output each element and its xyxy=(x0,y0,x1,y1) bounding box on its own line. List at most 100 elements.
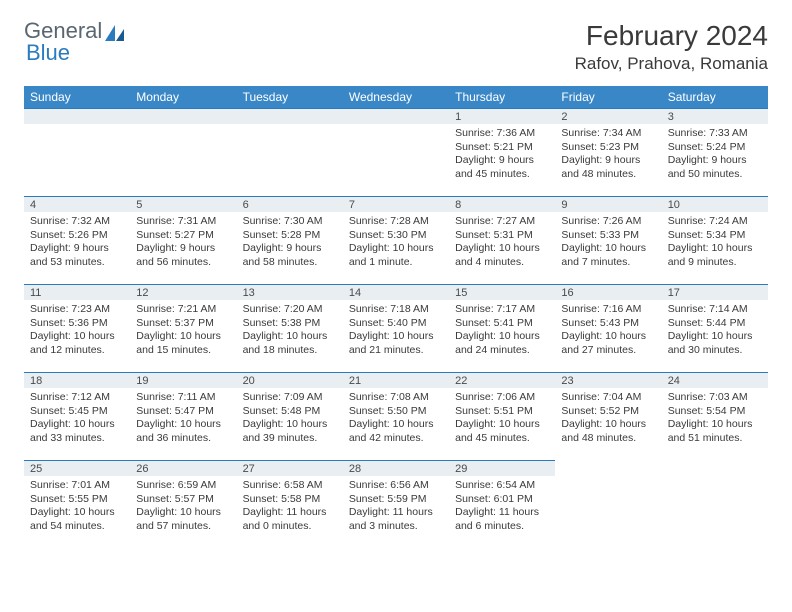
day-line-d2: and 9 minutes. xyxy=(668,256,762,270)
day-number: 22 xyxy=(455,375,467,387)
day-line-d1: Daylight: 11 hours xyxy=(349,506,443,520)
day-content: Sunrise: 6:54 AMSunset: 6:01 PMDaylight:… xyxy=(449,476,555,538)
calendar-day-cell: 12Sunrise: 7:21 AMSunset: 5:37 PMDayligh… xyxy=(130,284,236,372)
day-line-ss: Sunset: 5:50 PM xyxy=(349,405,443,419)
day-line-sr: Sunrise: 7:20 AM xyxy=(243,303,337,317)
day-line-sr: Sunrise: 7:17 AM xyxy=(455,303,549,317)
day-line-sr: Sunrise: 7:06 AM xyxy=(455,391,549,405)
day-line-d1: Daylight: 9 hours xyxy=(455,154,549,168)
day-number: 14 xyxy=(349,287,361,299)
day-line-ss: Sunset: 5:43 PM xyxy=(561,317,655,331)
day-number-bar: 18 xyxy=(24,372,130,388)
logo-text-blue: Blue xyxy=(26,42,126,64)
day-line-ss: Sunset: 5:27 PM xyxy=(136,229,230,243)
day-line-ss: Sunset: 5:23 PM xyxy=(561,141,655,155)
day-line-d2: and 15 minutes. xyxy=(136,344,230,358)
day-line-d2: and 3 minutes. xyxy=(349,520,443,534)
calendar-day-cell: 14Sunrise: 7:18 AMSunset: 5:40 PMDayligh… xyxy=(343,284,449,372)
day-line-d2: and 33 minutes. xyxy=(30,432,124,446)
empty-day-bar xyxy=(343,108,449,124)
day-number: 21 xyxy=(349,375,361,387)
day-number: 9 xyxy=(561,199,567,211)
day-number-bar: 28 xyxy=(343,460,449,476)
logo-sail-icon xyxy=(104,24,126,42)
day-line-sr: Sunrise: 7:30 AM xyxy=(243,215,337,229)
day-line-d2: and 6 minutes. xyxy=(455,520,549,534)
day-line-d2: and 12 minutes. xyxy=(30,344,124,358)
day-line-ss: Sunset: 5:57 PM xyxy=(136,493,230,507)
day-line-d1: Daylight: 10 hours xyxy=(243,418,337,432)
day-line-ss: Sunset: 5:40 PM xyxy=(349,317,443,331)
calendar-day-cell: 26Sunrise: 6:59 AMSunset: 5:57 PMDayligh… xyxy=(130,460,236,548)
day-line-d2: and 53 minutes. xyxy=(30,256,124,270)
day-line-d1: Daylight: 10 hours xyxy=(455,242,549,256)
logo-text-general: General xyxy=(24,20,102,42)
day-content: Sunrise: 7:30 AMSunset: 5:28 PMDaylight:… xyxy=(237,212,343,274)
calendar-table: Sunday Monday Tuesday Wednesday Thursday… xyxy=(24,86,768,548)
calendar-day-cell: 20Sunrise: 7:09 AMSunset: 5:48 PMDayligh… xyxy=(237,372,343,460)
day-line-d1: Daylight: 9 hours xyxy=(136,242,230,256)
day-number-bar: 23 xyxy=(555,372,661,388)
calendar-day-cell: 11Sunrise: 7:23 AMSunset: 5:36 PMDayligh… xyxy=(24,284,130,372)
day-content: Sunrise: 7:24 AMSunset: 5:34 PMDaylight:… xyxy=(662,212,768,274)
day-line-ss: Sunset: 5:37 PM xyxy=(136,317,230,331)
day-line-d2: and 39 minutes. xyxy=(243,432,337,446)
calendar-day-cell xyxy=(237,108,343,196)
day-line-d2: and 57 minutes. xyxy=(136,520,230,534)
calendar-day-cell: 29Sunrise: 6:54 AMSunset: 6:01 PMDayligh… xyxy=(449,460,555,548)
day-number: 19 xyxy=(136,375,148,387)
day-line-d1: Daylight: 10 hours xyxy=(561,330,655,344)
calendar-day-cell xyxy=(24,108,130,196)
calendar-day-cell: 15Sunrise: 7:17 AMSunset: 5:41 PMDayligh… xyxy=(449,284,555,372)
calendar-day-cell: 25Sunrise: 7:01 AMSunset: 5:55 PMDayligh… xyxy=(24,460,130,548)
header: GeneralBlue February 2024 Rafov, Prahova… xyxy=(24,20,768,74)
calendar-day-cell: 18Sunrise: 7:12 AMSunset: 5:45 PMDayligh… xyxy=(24,372,130,460)
day-line-sr: Sunrise: 6:59 AM xyxy=(136,479,230,493)
day-number: 15 xyxy=(455,287,467,299)
day-line-sr: Sunrise: 7:31 AM xyxy=(136,215,230,229)
day-number-bar: 24 xyxy=(662,372,768,388)
day-line-sr: Sunrise: 7:16 AM xyxy=(561,303,655,317)
day-number: 12 xyxy=(136,287,148,299)
weekday-header: Sunday xyxy=(24,86,130,108)
day-line-d2: and 45 minutes. xyxy=(455,168,549,182)
day-line-ss: Sunset: 5:47 PM xyxy=(136,405,230,419)
day-line-d1: Daylight: 10 hours xyxy=(349,242,443,256)
day-number-bar: 11 xyxy=(24,284,130,300)
day-line-sr: Sunrise: 7:34 AM xyxy=(561,127,655,141)
day-line-ss: Sunset: 5:52 PM xyxy=(561,405,655,419)
day-number: 23 xyxy=(561,375,573,387)
day-line-sr: Sunrise: 6:56 AM xyxy=(349,479,443,493)
day-line-sr: Sunrise: 7:28 AM xyxy=(349,215,443,229)
day-line-d1: Daylight: 10 hours xyxy=(30,418,124,432)
weekday-header-row: Sunday Monday Tuesday Wednesday Thursday… xyxy=(24,86,768,108)
day-number-bar: 10 xyxy=(662,196,768,212)
day-line-d1: Daylight: 10 hours xyxy=(30,506,124,520)
day-line-ss: Sunset: 5:26 PM xyxy=(30,229,124,243)
calendar-day-cell: 10Sunrise: 7:24 AMSunset: 5:34 PMDayligh… xyxy=(662,196,768,284)
day-line-sr: Sunrise: 7:09 AM xyxy=(243,391,337,405)
day-line-d2: and 7 minutes. xyxy=(561,256,655,270)
day-content: Sunrise: 7:26 AMSunset: 5:33 PMDaylight:… xyxy=(555,212,661,274)
calendar-day-cell: 16Sunrise: 7:16 AMSunset: 5:43 PMDayligh… xyxy=(555,284,661,372)
calendar-day-cell xyxy=(662,460,768,548)
calendar-day-cell: 9Sunrise: 7:26 AMSunset: 5:33 PMDaylight… xyxy=(555,196,661,284)
weekday-header: Friday xyxy=(555,86,661,108)
day-line-ss: Sunset: 5:31 PM xyxy=(455,229,549,243)
day-line-d1: Daylight: 10 hours xyxy=(349,418,443,432)
day-line-d1: Daylight: 10 hours xyxy=(668,242,762,256)
day-line-sr: Sunrise: 7:12 AM xyxy=(30,391,124,405)
calendar-week-row: 1Sunrise: 7:36 AMSunset: 5:21 PMDaylight… xyxy=(24,108,768,196)
day-number-bar: 22 xyxy=(449,372,555,388)
day-number: 4 xyxy=(30,199,36,211)
day-number-bar: 14 xyxy=(343,284,449,300)
day-line-ss: Sunset: 5:51 PM xyxy=(455,405,549,419)
day-number-bar: 2 xyxy=(555,108,661,124)
day-line-ss: Sunset: 5:38 PM xyxy=(243,317,337,331)
weekday-header: Monday xyxy=(130,86,236,108)
day-line-d2: and 4 minutes. xyxy=(455,256,549,270)
day-number-bar: 25 xyxy=(24,460,130,476)
day-line-d1: Daylight: 10 hours xyxy=(136,506,230,520)
day-line-ss: Sunset: 5:41 PM xyxy=(455,317,549,331)
day-line-d2: and 30 minutes. xyxy=(668,344,762,358)
